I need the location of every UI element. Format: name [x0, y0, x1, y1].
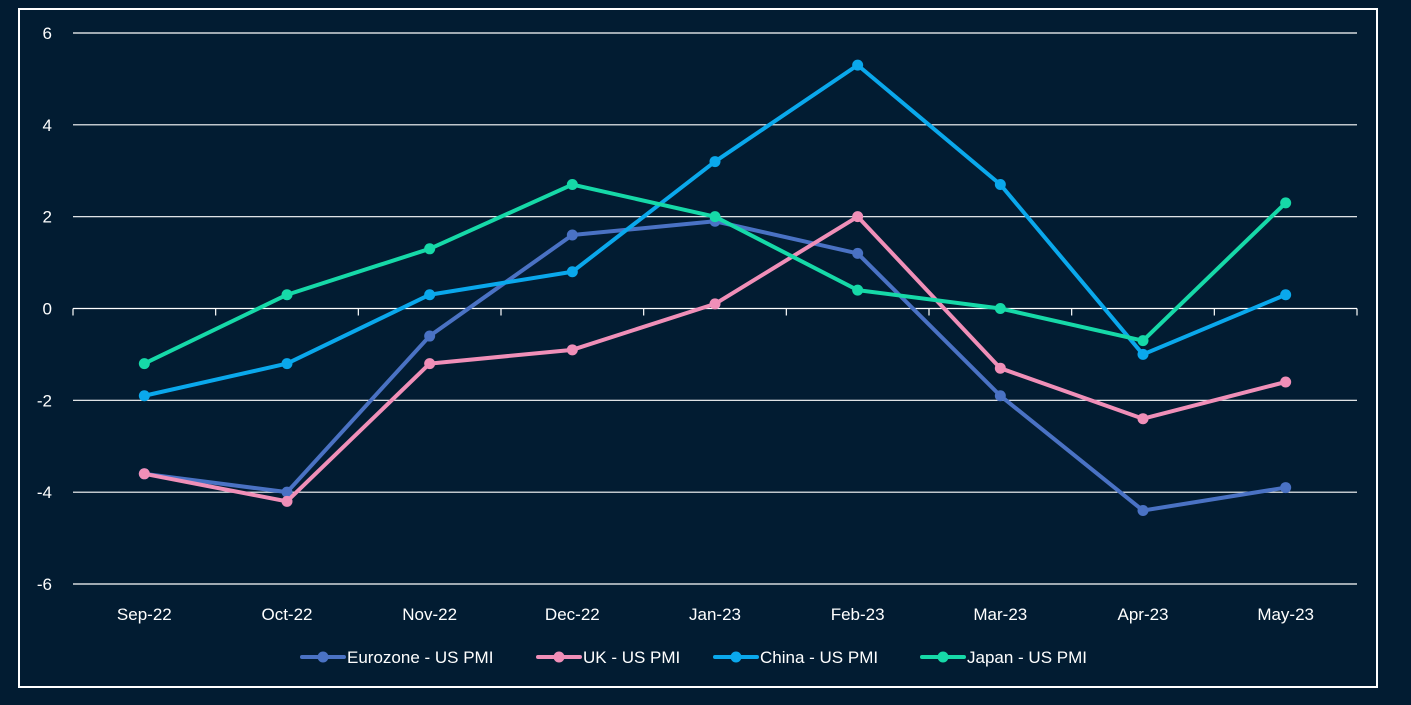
data-point	[709, 298, 721, 310]
data-point	[1280, 289, 1292, 301]
data-point	[994, 362, 1006, 374]
y-tick-label: 0	[43, 300, 52, 319]
legend-label: China - US PMI	[760, 648, 878, 667]
y-tick-label: -6	[37, 575, 52, 594]
x-tick-label: Feb-23	[831, 605, 885, 624]
x-tick-label: Apr-23	[1117, 605, 1168, 624]
data-point	[566, 229, 578, 241]
chart-frame	[18, 8, 1378, 688]
data-point	[281, 358, 293, 370]
series-1	[138, 211, 1292, 507]
series-line	[142, 63, 1288, 398]
data-point	[566, 344, 578, 356]
legend-item: UK - US PMI	[536, 648, 680, 667]
x-tick-label: Sep-22	[117, 605, 172, 624]
axes: 6 4 2 0 -2 -4 -6 Sep-22 Oct-22 Nov-22 Dec-22 Jan-23…	[37, 24, 1358, 624]
data-point	[709, 211, 721, 223]
data-point	[852, 247, 864, 259]
series-2	[138, 59, 1292, 402]
data-point	[1137, 413, 1149, 425]
series-0	[138, 215, 1292, 517]
data-point	[281, 289, 293, 301]
series-lines	[138, 59, 1292, 517]
legend-swatch-marker	[937, 651, 949, 663]
x-tick-label: May-23	[1257, 605, 1314, 624]
data-point	[1137, 335, 1149, 347]
data-point	[424, 358, 436, 370]
data-point	[1280, 197, 1292, 209]
y-tick-label: 6	[43, 24, 52, 43]
data-point	[1137, 505, 1149, 517]
legend-item: Japan - US PMI	[920, 648, 1087, 667]
data-point	[994, 390, 1006, 402]
data-point	[1137, 348, 1149, 360]
x-tick-label: Nov-22	[402, 605, 457, 624]
legend-swatch-marker	[553, 651, 565, 663]
y-tick-label: 4	[43, 116, 52, 135]
data-point	[566, 179, 578, 191]
data-point	[994, 179, 1006, 191]
data-point	[281, 495, 293, 507]
x-tick-label: Oct-22	[261, 605, 312, 624]
legend-label: Eurozone - US PMI	[347, 648, 493, 667]
x-tick-label: Jan-23	[689, 605, 741, 624]
y-tick-label: -2	[37, 391, 52, 410]
data-point	[994, 303, 1006, 314]
data-point	[1280, 376, 1292, 388]
data-point	[281, 486, 293, 498]
x-tick-label: Mar-23	[973, 605, 1027, 624]
data-point	[138, 358, 150, 370]
legend-swatch-marker	[317, 651, 329, 663]
legend-label: UK - US PMI	[583, 648, 680, 667]
data-point	[138, 468, 150, 480]
data-point	[138, 390, 150, 402]
x-tick-label: Dec-22	[545, 605, 600, 624]
legend-item: China - US PMI	[713, 648, 878, 667]
data-point	[852, 59, 864, 71]
y-tick-label: -4	[37, 483, 52, 502]
data-point	[424, 289, 436, 301]
legend-swatch-marker	[730, 651, 742, 663]
series-line	[142, 219, 1288, 513]
y-tick-label: 2	[43, 208, 52, 227]
legend-item: Eurozone - US PMI	[300, 648, 493, 667]
data-point	[424, 330, 436, 342]
data-point	[852, 284, 864, 296]
legend-label: Japan - US PMI	[967, 648, 1087, 667]
data-point	[852, 211, 864, 223]
data-point	[709, 156, 721, 168]
series-3	[138, 179, 1292, 370]
data-point	[566, 266, 578, 278]
data-point	[1280, 482, 1292, 494]
data-point	[424, 243, 436, 255]
legend: Eurozone - US PMI UK - US PMI China - US P…	[300, 648, 1087, 667]
